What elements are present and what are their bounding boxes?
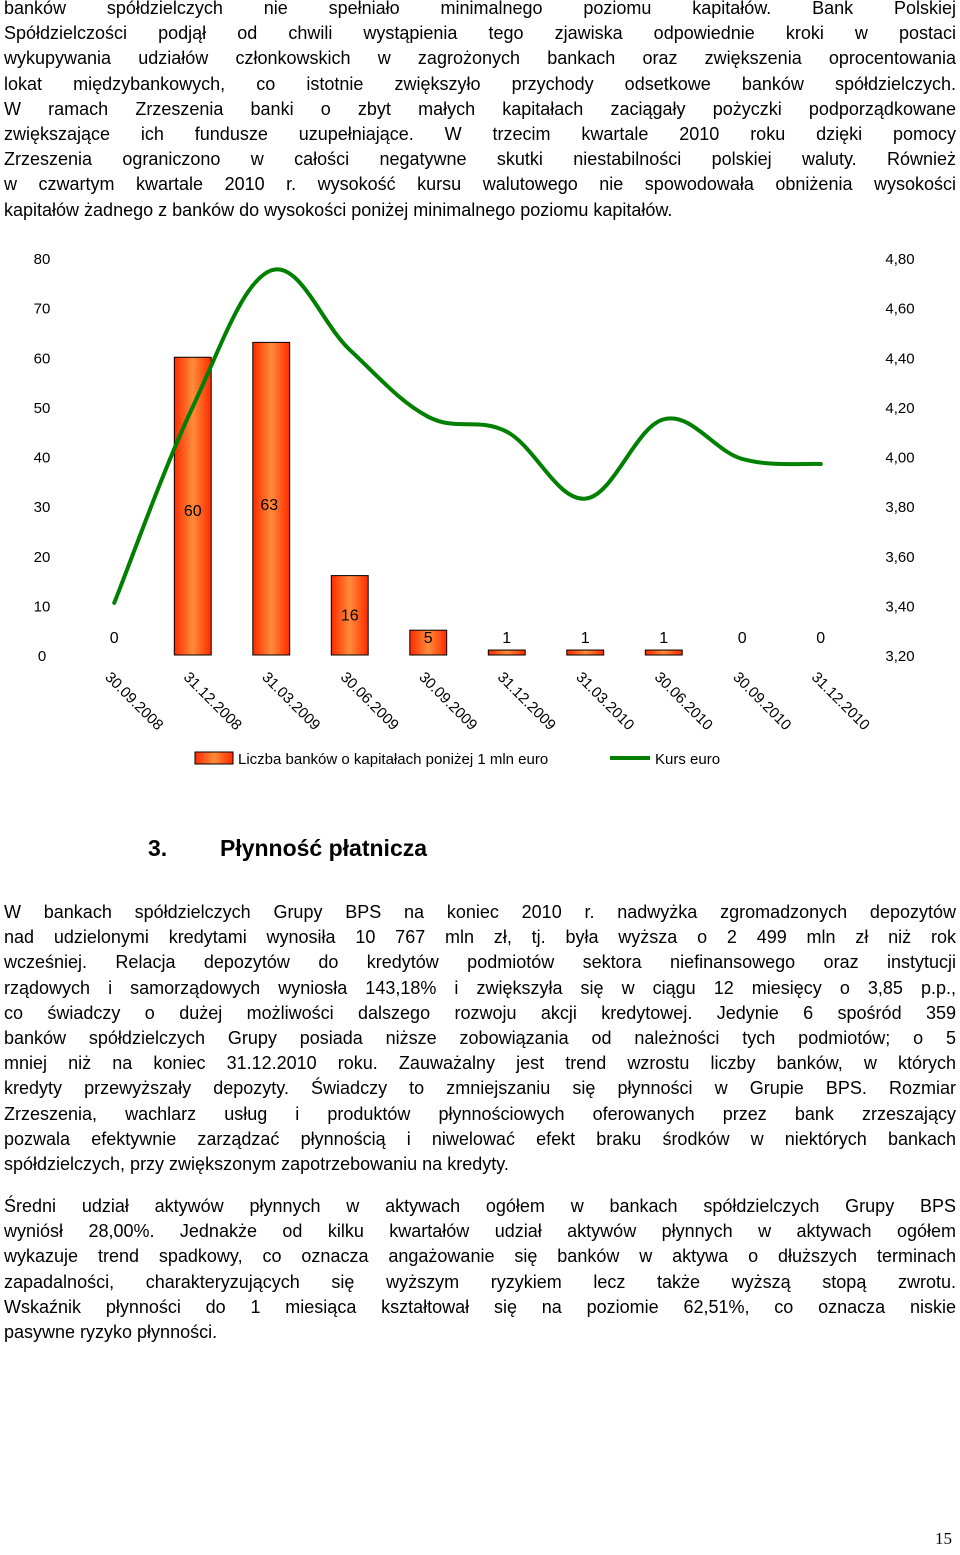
text-line: zapadalności, charakteryzujących się wyż…	[4, 1271, 956, 1292]
text-line: rządowych i samorządowych wyniosła 143,1…	[4, 977, 956, 998]
text-line: wykupywania udziałów członkowskich w zag…	[4, 48, 956, 69]
text-line: co świadczy o dużej możliwości dalszego …	[4, 1002, 956, 1023]
text-line: W bankach spółdzielczych Grupy BPS na ko…	[4, 902, 956, 922]
y-right-tick-label: 4,00	[885, 450, 914, 467]
bar-data-label: 1	[581, 630, 590, 647]
text-line: kapitałów żadnego z banków do wysokości …	[4, 199, 673, 220]
x-tick-label: 30.09.2010	[729, 669, 794, 734]
bar-data-label: 1	[659, 630, 668, 647]
y-left-tick-label: 40	[34, 450, 51, 467]
bar-data-label: 0	[738, 630, 747, 647]
text-line: pasywne ryzyko płynności.	[4, 1322, 218, 1343]
bar-data-label: 60	[184, 503, 202, 520]
x-tick-label: 30.06.2010	[651, 669, 716, 734]
text-line: zwiększające ich fundusze uzupełniające.…	[4, 124, 956, 145]
y-left-tick-label: 30	[34, 499, 51, 516]
paragraph-capital: banków spółdzielczych nie spełniało mini…	[4, 0, 956, 223]
y-right-tick-label: 4,20	[885, 400, 914, 417]
y-left-tick-label: 10	[34, 598, 51, 615]
text-line: Zrzeszenia ograniczono w całości negatyw…	[4, 149, 956, 170]
text-line: wyniósł 28,00%. Jednakże od kilku kwarta…	[4, 1221, 956, 1242]
section-heading: 3. Płynność płatnicza	[148, 835, 427, 862]
y-right-tick-label: 4,40	[885, 350, 914, 367]
y-left-tick-label: 20	[34, 549, 51, 566]
y-left-tick-label: 80	[34, 251, 51, 268]
bar-data-label: 0	[110, 630, 119, 647]
text-line: pozwala efektywnie zarządzać płynnością …	[4, 1128, 956, 1149]
y-right-tick-label: 3,80	[885, 499, 914, 516]
x-tick-label: 30.09.2008	[101, 669, 166, 734]
text-line: banków spółdzielczych nie spełniało mini…	[4, 0, 956, 18]
bar	[487, 649, 526, 656]
y-right-tick-label: 4,80	[885, 251, 914, 268]
bar	[644, 649, 683, 656]
text-line: mniej niż na koniec 31.12.2010 roku. Zau…	[4, 1053, 956, 1074]
section-number: 3.	[148, 835, 168, 861]
bar	[252, 341, 291, 656]
y-right-tick-label: 4,60	[885, 301, 914, 318]
text-line: w czwartym kwartale 2010 r. wysokość kur…	[4, 174, 956, 195]
legend-line-label: Kurs euro	[655, 751, 720, 768]
section-title: Płynność płatnicza	[219, 835, 428, 861]
bar-data-label: 1	[502, 630, 511, 647]
legend-bar-swatch	[194, 751, 234, 765]
y-left-tick-label: 50	[34, 400, 51, 417]
y-left-tick-label: 0	[38, 648, 46, 665]
bar	[330, 575, 369, 656]
x-tick-label: 31.12.2010	[808, 669, 873, 734]
text-line: Spółdzielczości podjął od chwili wystąpi…	[4, 23, 956, 44]
bar-data-label: 63	[260, 497, 278, 514]
paragraph-liquidity: W bankach spółdzielczych Grupy BPS na ko…	[4, 900, 956, 1177]
y-left-tick-label: 60	[34, 350, 51, 367]
text-line: spółdzielczych, przy zwiększonym zapotrz…	[4, 1154, 509, 1175]
x-tick-label: 31.03.2010	[572, 669, 637, 734]
legend-bar-label: Liczba banków o kapitałach poniżej 1 mln…	[238, 751, 548, 768]
text-line: banków spółdzielczych Grupy posiada niżs…	[4, 1028, 956, 1049]
paragraph-liquid-assets: Średni udział aktywów płynnych w aktywac…	[4, 1194, 956, 1345]
x-tick-label: 30.06.2009	[337, 669, 402, 734]
y-right-tick-label: 3,60	[885, 549, 914, 566]
page-number: 15	[935, 1529, 952, 1548]
text-line: nad udzielonymi kredytami wynosiła 10 76…	[4, 927, 956, 948]
capital-chart: 010203040506070803,203,403,603,804,004,2…	[34, 251, 915, 768]
x-tick-label: 30.09.2009	[415, 669, 480, 734]
y-right-tick-label: 3,40	[885, 598, 914, 615]
text-line: Wskaźnik płynności do 1 miesiąca kształt…	[4, 1296, 956, 1317]
text-line: Średni udział aktywów płynnych w aktywac…	[4, 1196, 956, 1216]
x-tick-label: 31.12.2009	[494, 669, 559, 734]
bar-data-label: 0	[816, 630, 825, 647]
y-right-tick-label: 3,20	[885, 648, 914, 665]
bar	[566, 649, 605, 656]
text-line: Zrzeszenia, wachlarz usług i produktów p…	[4, 1103, 956, 1124]
text-line: wcześniej. Relacja depozytów do kredytów…	[4, 952, 956, 973]
y-left-tick-label: 70	[34, 301, 51, 318]
text-line: kredyty przewyższały depozyty. Świadczy …	[4, 1078, 956, 1099]
euro-rate-line	[112, 267, 823, 605]
x-tick-label: 31.03.2009	[258, 669, 323, 734]
bar-data-label: 16	[341, 607, 359, 624]
bar	[409, 629, 448, 656]
bar-data-label: 5	[424, 630, 433, 647]
text-line: wykazuje trend spadkowy, co oznacza anga…	[4, 1246, 956, 1267]
text-line: W ramach Zrzeszenia banki o zbyt małych …	[4, 98, 956, 119]
x-tick-label: 31.12.2008	[180, 669, 245, 734]
text-line: lokat międzybankowych, co istotnie zwięk…	[4, 73, 956, 94]
